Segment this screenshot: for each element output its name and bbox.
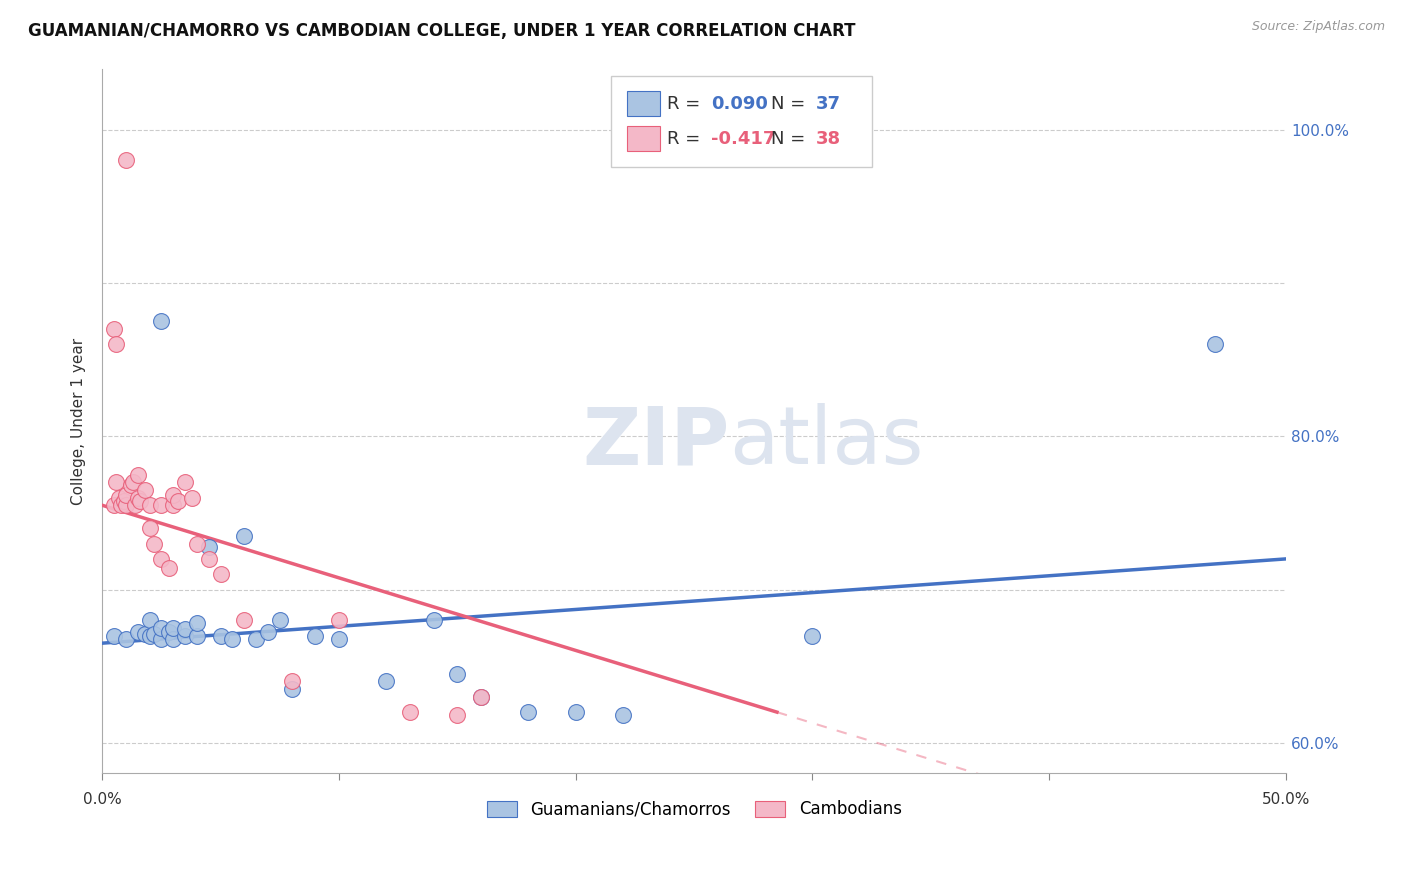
Point <box>150 498 173 512</box>
Text: R =: R = <box>666 130 706 148</box>
Point <box>138 613 160 627</box>
Point <box>167 493 190 508</box>
Point <box>612 708 634 723</box>
Text: 0.090: 0.090 <box>710 95 768 112</box>
Point <box>257 625 280 640</box>
Point <box>110 498 132 512</box>
Point <box>375 674 398 689</box>
Text: Source: ZipAtlas.com: Source: ZipAtlas.com <box>1251 20 1385 33</box>
Point <box>157 561 180 575</box>
Point <box>138 498 160 512</box>
Point <box>143 536 166 550</box>
Point <box>157 625 180 640</box>
FancyBboxPatch shape <box>612 76 872 167</box>
Text: atlas: atlas <box>730 403 924 481</box>
Point <box>174 628 197 642</box>
Point <box>446 666 468 681</box>
Point <box>174 623 197 637</box>
Point <box>245 632 267 646</box>
Point <box>186 536 208 550</box>
Point <box>124 498 146 512</box>
Text: 0.0%: 0.0% <box>83 792 121 807</box>
Point <box>115 153 138 168</box>
Point <box>517 705 540 719</box>
Point <box>209 567 232 582</box>
Text: N =: N = <box>770 130 811 148</box>
Point <box>105 337 128 351</box>
Point <box>470 690 492 704</box>
Text: 50.0%: 50.0% <box>1261 792 1310 807</box>
Point <box>186 616 208 631</box>
Point <box>150 552 173 566</box>
Point <box>103 322 125 336</box>
Point <box>422 613 444 627</box>
Point <box>115 632 138 646</box>
Text: 37: 37 <box>815 95 841 112</box>
Point <box>162 632 184 646</box>
Text: 38: 38 <box>815 130 841 148</box>
FancyBboxPatch shape <box>627 126 659 151</box>
Point <box>150 621 173 635</box>
Point <box>197 540 219 554</box>
Point <box>221 632 243 646</box>
Point <box>150 314 173 328</box>
Point <box>107 491 129 505</box>
Y-axis label: College, Under 1 year: College, Under 1 year <box>72 337 86 505</box>
Point <box>127 491 149 505</box>
Point <box>328 632 350 646</box>
Point <box>470 690 492 704</box>
Point <box>186 628 208 642</box>
Point <box>115 487 138 501</box>
Point <box>127 625 149 640</box>
Point <box>233 529 256 543</box>
Point <box>446 708 468 723</box>
Point <box>120 478 142 492</box>
Point <box>564 705 586 719</box>
Point <box>328 613 350 627</box>
Point <box>138 521 160 535</box>
Point <box>129 493 152 508</box>
Point <box>143 627 166 641</box>
Text: -0.417: -0.417 <box>710 130 775 148</box>
Point <box>122 475 145 490</box>
Point <box>269 613 291 627</box>
Point <box>162 621 184 635</box>
FancyBboxPatch shape <box>627 91 659 117</box>
Text: GUAMANIAN/CHAMORRO VS CAMBODIAN COLLEGE, UNDER 1 YEAR CORRELATION CHART: GUAMANIAN/CHAMORRO VS CAMBODIAN COLLEGE,… <box>28 22 856 40</box>
Point <box>103 628 125 642</box>
Point <box>801 628 824 642</box>
Point <box>105 475 128 490</box>
Point <box>304 628 326 642</box>
Point <box>174 475 197 490</box>
Text: R =: R = <box>666 95 706 112</box>
Point <box>162 487 184 501</box>
Point <box>280 682 302 697</box>
Text: ZIP: ZIP <box>582 403 730 481</box>
Point <box>197 552 219 566</box>
Point <box>127 467 149 482</box>
Text: N =: N = <box>770 95 811 112</box>
Point <box>138 628 160 642</box>
Point <box>1204 337 1226 351</box>
Point <box>162 498 184 512</box>
Point <box>134 627 156 641</box>
Point <box>181 491 204 505</box>
Point <box>801 828 824 842</box>
Point <box>134 483 156 497</box>
Legend: Guamanians/Chamorros, Cambodians: Guamanians/Chamorros, Cambodians <box>479 794 908 825</box>
Point <box>115 498 138 512</box>
Point <box>280 674 302 689</box>
Point <box>233 613 256 627</box>
Point <box>209 628 232 642</box>
Point <box>103 498 125 512</box>
Point <box>399 705 422 719</box>
Point <box>150 632 173 646</box>
Point <box>112 493 135 508</box>
